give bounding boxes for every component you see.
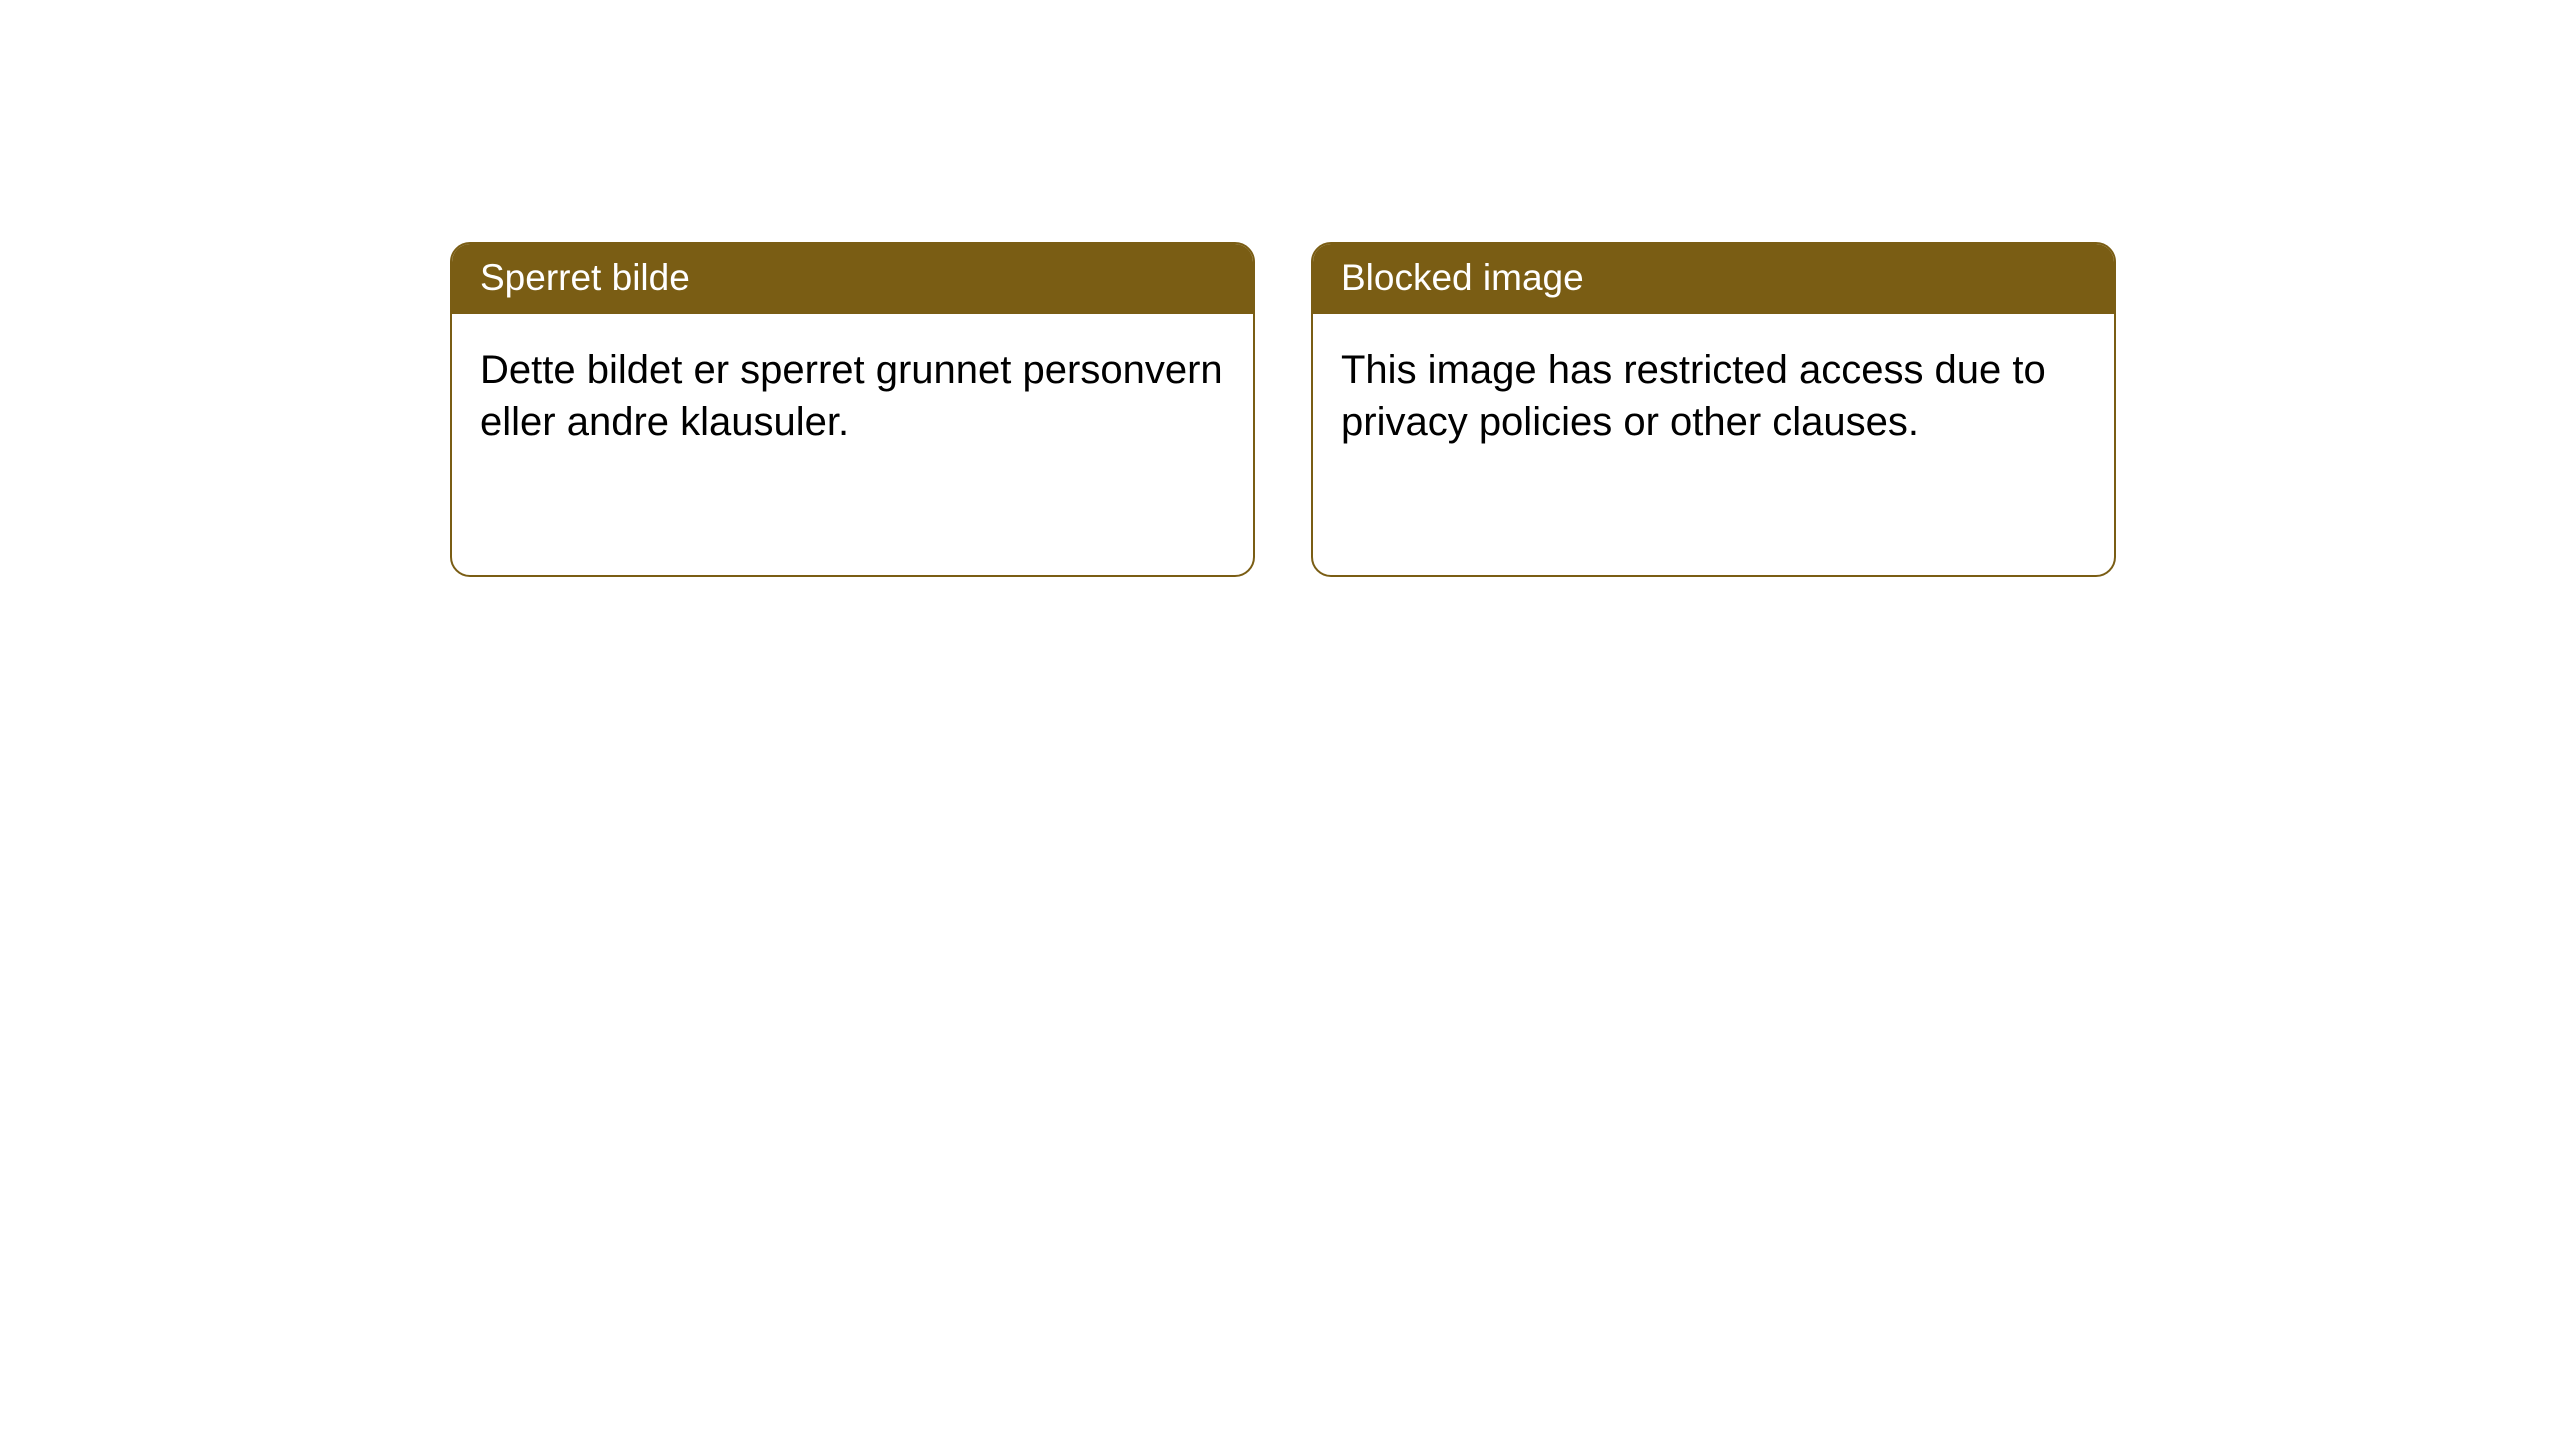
notice-body-norwegian: Dette bildet er sperret grunnet personve…	[452, 314, 1253, 478]
notice-card-norwegian: Sperret bilde Dette bildet er sperret gr…	[450, 242, 1255, 577]
notice-title-norwegian: Sperret bilde	[452, 244, 1253, 314]
notice-body-english: This image has restricted access due to …	[1313, 314, 2114, 478]
notice-card-english: Blocked image This image has restricted …	[1311, 242, 2116, 577]
notice-container: Sperret bilde Dette bildet er sperret gr…	[450, 242, 2116, 577]
notice-title-english: Blocked image	[1313, 244, 2114, 314]
